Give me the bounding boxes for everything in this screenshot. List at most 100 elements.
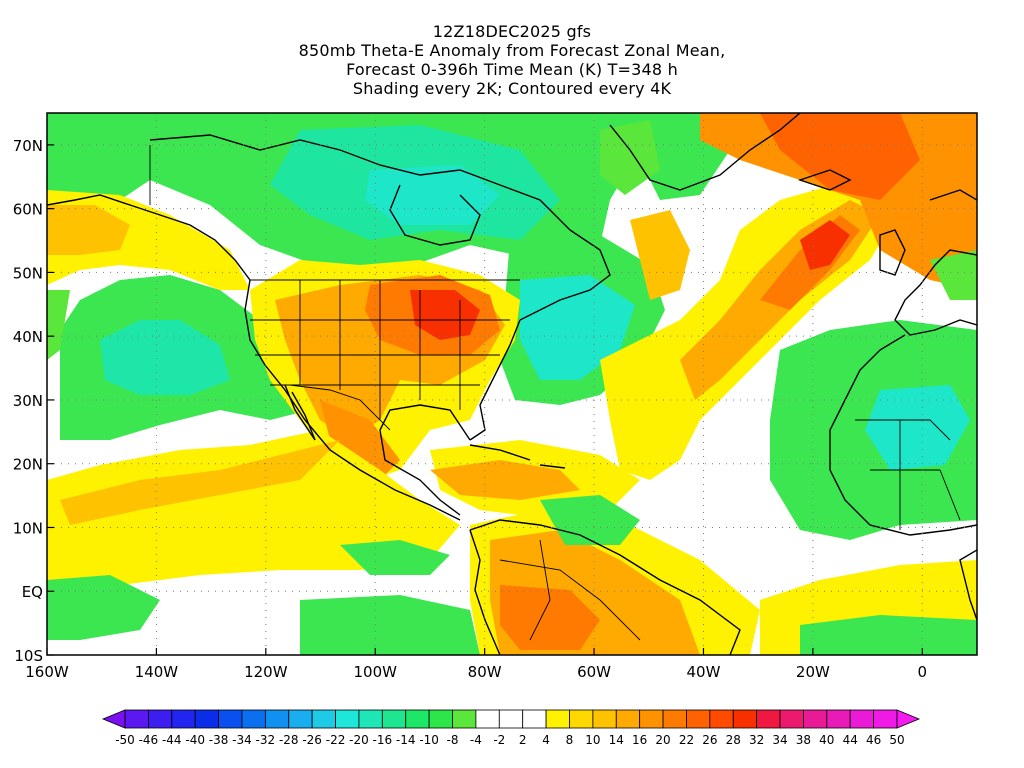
colorbar-label: 28 <box>726 733 741 747</box>
lat-tick-label: 60N <box>13 201 43 219</box>
title-line-2: 850mb Theta-E Anomaly from Forecast Zona… <box>298 41 726 60</box>
colorbar-label: 26 <box>702 733 717 747</box>
colorbar-swatch <box>756 709 781 729</box>
colorbar-swatch <box>709 709 734 729</box>
shade-red-great-lakes <box>410 290 480 340</box>
colorbar-label: 34 <box>772 733 787 747</box>
shade-orange-caribbean <box>430 460 580 500</box>
shade-cyan-pacific <box>100 320 230 395</box>
colorbar-label: 44 <box>843 733 858 747</box>
colorbar-swatch <box>335 709 360 729</box>
colorbar-left-arrow <box>101 709 126 729</box>
colorbar-swatch <box>615 709 641 729</box>
colorbar-swatch <box>171 709 196 729</box>
lon-tick-label: 80W <box>468 663 502 681</box>
coastlines <box>47 113 977 655</box>
shade-green-gulf-guinea <box>540 495 640 545</box>
colorbar-label: -50 <box>115 733 135 747</box>
colorbar-label: 14 <box>609 733 624 747</box>
shade-orange-mexico <box>320 400 400 480</box>
colorbar-right-arrow <box>896 709 921 729</box>
coastline-us-east <box>469 319 521 441</box>
coastline-gulf <box>379 404 471 516</box>
coastline-africa-gulf-guinea <box>959 549 977 621</box>
colorbar-swatch <box>428 709 453 729</box>
border-africa <box>855 419 961 530</box>
colorbar-label: -46 <box>139 733 159 747</box>
colorbar-label: -20 <box>349 733 369 747</box>
colorbar-swatch <box>639 709 664 729</box>
colorbar-swatch <box>381 709 407 729</box>
colorbar-swatch <box>264 709 290 729</box>
lat-tick-label: 70N <box>13 137 43 155</box>
colorbar-swatch <box>218 709 243 729</box>
coastline-cuba <box>469 444 531 461</box>
title-line-4: Shading every 2K; Contoured every 4K <box>352 79 672 98</box>
colorbar-swatch <box>241 709 266 729</box>
colorbar-swatch <box>452 709 477 729</box>
colorbar-swatch <box>803 709 828 729</box>
coastline-iceland <box>797 169 852 191</box>
lon-tick-label: 120W <box>244 663 288 681</box>
shade-orange-alaska <box>47 205 130 255</box>
grid-lines <box>47 113 977 655</box>
colorbar-swatch <box>732 709 758 729</box>
coastline-greenland <box>609 113 801 191</box>
coastline-south-america-west <box>469 529 501 655</box>
colorbar-swatch <box>498 709 524 729</box>
shade-green-pacific-edge <box>47 290 70 360</box>
shade-green-se-atlantic <box>800 615 977 655</box>
coastline-british-isles <box>879 229 906 276</box>
longitude-axis: 160W 140W 120W 100W 80W 60W 40W 20W 0 <box>25 648 927 681</box>
coastline-baja <box>284 384 316 441</box>
shade-green-east-pacific <box>340 540 450 575</box>
colorbar-label: 50 <box>889 733 904 747</box>
colorbar-label: -28 <box>279 733 299 747</box>
colorbar-label: -10 <box>419 733 439 747</box>
coastline-us-west <box>244 279 461 521</box>
coastline-hispaniola <box>539 464 566 469</box>
lon-tick-label: 60W <box>577 663 611 681</box>
coastline-africa <box>829 334 977 536</box>
title-line-1: 12Z18DEC2025 gfs <box>432 22 592 41</box>
shade-orange-western-atlantic <box>630 210 690 300</box>
colorbar-swatch <box>592 709 617 729</box>
shade-green-greenland-sea <box>600 120 660 195</box>
coastline-alaska <box>47 194 251 281</box>
border-south-america <box>499 539 641 641</box>
colorbar-swatch <box>147 709 173 729</box>
shade-dark-orange-iceland <box>760 113 920 200</box>
colorbar-label: -8 <box>447 733 459 747</box>
colorbar-label: -26 <box>302 733 322 747</box>
colorbar-swatch <box>522 709 547 729</box>
colorbar-label: 32 <box>749 733 764 747</box>
lon-tick-label: 160W <box>25 663 69 681</box>
colorbar-swatch <box>405 709 430 729</box>
state-grid <box>250 280 510 420</box>
colorbar-label: -2 <box>493 733 505 747</box>
colorbar-swatch <box>849 709 875 729</box>
colorbar-label: 38 <box>796 733 811 747</box>
shade-dark-orange-amazon <box>500 585 600 650</box>
colorbar-swatch <box>475 709 500 729</box>
map-frame <box>46 112 978 656</box>
lon-tick-label: 140W <box>135 663 179 681</box>
colorbar-swatch <box>311 709 336 729</box>
shade-cyan-atlantic <box>520 275 635 380</box>
shade-green-iberia-edge <box>930 250 977 300</box>
coastline-south-america <box>469 519 741 655</box>
colorbar-label: 16 <box>632 733 647 747</box>
coastline-hudson-bay <box>389 184 481 246</box>
colorbar-swatch <box>826 709 851 729</box>
colorbar-label: -34 <box>232 733 252 747</box>
colorbar-label: -4 <box>470 733 482 747</box>
lon-tick-label: 40W <box>687 663 721 681</box>
lat-tick-label: EQ <box>22 583 43 601</box>
colorbar-label: -40 <box>185 733 205 747</box>
colorbar-swatch <box>569 709 594 729</box>
colorbar-label: -22 <box>326 733 346 747</box>
colorbar-swatch <box>288 709 313 729</box>
colorbar-label: 10 <box>585 733 600 747</box>
colorbar-label: -44 <box>162 733 182 747</box>
